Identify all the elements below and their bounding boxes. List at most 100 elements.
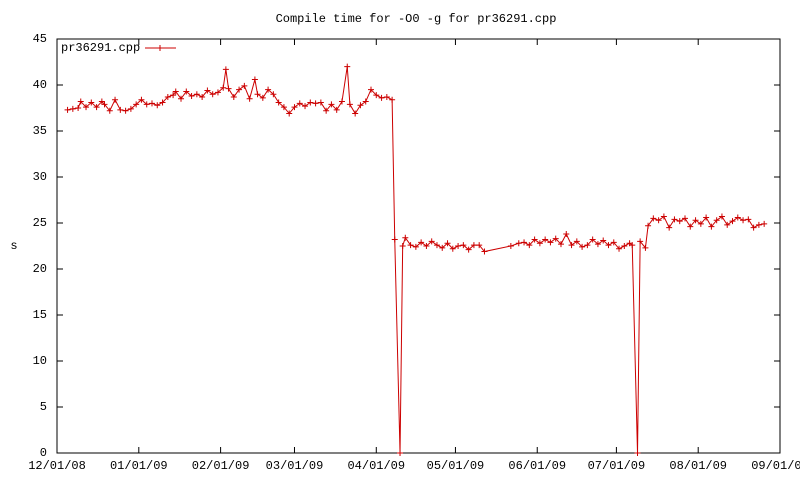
- point-marker: [154, 102, 161, 109]
- point-marker: [703, 214, 710, 221]
- point-marker: [222, 66, 229, 73]
- point-marker: [64, 106, 71, 113]
- point-marker: [563, 231, 570, 238]
- point-marker: [127, 105, 134, 112]
- point-marker: [660, 213, 667, 220]
- point-marker: [460, 242, 467, 249]
- x-tick-label: 09/01/09: [751, 459, 800, 473]
- point-marker: [402, 234, 409, 241]
- point-marker: [280, 104, 287, 111]
- point-marker: [526, 242, 533, 249]
- point-marker: [642, 244, 649, 251]
- point-marker: [246, 95, 253, 102]
- legend-swatch-marker: [157, 45, 163, 51]
- point-marker: [214, 89, 221, 96]
- point-marker: [352, 110, 359, 117]
- point-marker: [75, 105, 82, 111]
- point-marker: [275, 99, 282, 106]
- point-marker: [296, 100, 303, 107]
- point-marker: [676, 218, 683, 225]
- point-marker: [93, 104, 100, 111]
- x-tick-label: 02/01/09: [192, 459, 250, 473]
- point-marker: [444, 240, 451, 247]
- point-marker: [600, 237, 607, 244]
- point-marker: [368, 86, 375, 93]
- point-marker: [589, 236, 596, 243]
- y-tick-label: 25: [33, 216, 47, 230]
- point-marker: [708, 223, 715, 230]
- point-marker: [251, 76, 258, 83]
- point-marker: [455, 243, 462, 249]
- point-marker: [204, 87, 211, 94]
- point-marker: [88, 99, 95, 106]
- point-marker: [418, 239, 425, 246]
- y-tick-label: 40: [33, 78, 47, 92]
- point-marker: [407, 242, 414, 249]
- point-marker: [729, 218, 736, 225]
- point-marker: [172, 88, 179, 95]
- point-marker: [557, 241, 564, 248]
- point-marker: [531, 236, 538, 243]
- point-marker: [254, 91, 261, 98]
- point-marker: [515, 240, 522, 247]
- point-marker: [584, 242, 591, 249]
- point-marker: [740, 217, 747, 224]
- plot-frame: [56, 38, 781, 454]
- y-tick-label: 35: [33, 124, 47, 138]
- point-marker: [687, 223, 694, 230]
- point-marker: [373, 92, 380, 99]
- point-marker: [265, 86, 272, 93]
- point-marker: [122, 107, 129, 114]
- point-marker: [323, 107, 330, 114]
- point-marker: [579, 243, 586, 250]
- chart-title: Compile time for -O0 -g for pr36291.cpp: [276, 12, 557, 26]
- point-marker: [616, 245, 623, 252]
- point-marker: [338, 98, 345, 105]
- point-marker: [391, 236, 398, 243]
- point-marker: [259, 94, 266, 101]
- point-marker: [199, 93, 206, 100]
- x-tick-label: 03/01/09: [266, 459, 324, 473]
- point-marker: [697, 220, 704, 227]
- point-marker: [755, 221, 762, 228]
- point-marker: [542, 236, 549, 243]
- point-marker: [302, 103, 309, 110]
- point-marker: [568, 242, 575, 249]
- point-marker: [77, 98, 84, 105]
- point-marker: [230, 93, 237, 100]
- y-tick-label: 10: [33, 354, 47, 368]
- point-marker: [666, 224, 673, 231]
- point-marker: [439, 244, 446, 251]
- y-axis-label: s: [10, 239, 17, 253]
- point-marker: [236, 86, 243, 93]
- point-marker: [106, 107, 113, 114]
- point-marker: [682, 215, 689, 222]
- point-marker: [164, 93, 171, 100]
- point-marker: [378, 94, 385, 101]
- point-marker: [138, 96, 145, 103]
- point-marker: [291, 104, 298, 111]
- x-tick-label: 01/01/09: [110, 459, 168, 473]
- point-marker: [346, 101, 353, 108]
- point-marker: [188, 93, 195, 100]
- point-marker: [433, 242, 440, 249]
- point-marker: [629, 242, 636, 249]
- point-marker: [170, 92, 177, 99]
- y-tick-label: 20: [33, 262, 47, 276]
- point-marker: [476, 242, 483, 249]
- point-marker: [344, 63, 351, 70]
- x-tick-label: 04/01/09: [347, 459, 405, 473]
- point-marker: [423, 243, 430, 249]
- point-marker: [692, 217, 699, 224]
- point-marker: [637, 238, 644, 245]
- point-marker: [594, 241, 601, 248]
- point-marker: [117, 106, 124, 113]
- point-marker: [270, 91, 277, 98]
- point-marker: [183, 88, 190, 95]
- point-marker: [220, 84, 227, 91]
- y-tick-label: 5: [40, 400, 47, 414]
- point-marker: [713, 217, 720, 224]
- point-marker: [178, 95, 185, 102]
- y-tick-label: 15: [33, 308, 47, 322]
- point-marker: [610, 239, 617, 246]
